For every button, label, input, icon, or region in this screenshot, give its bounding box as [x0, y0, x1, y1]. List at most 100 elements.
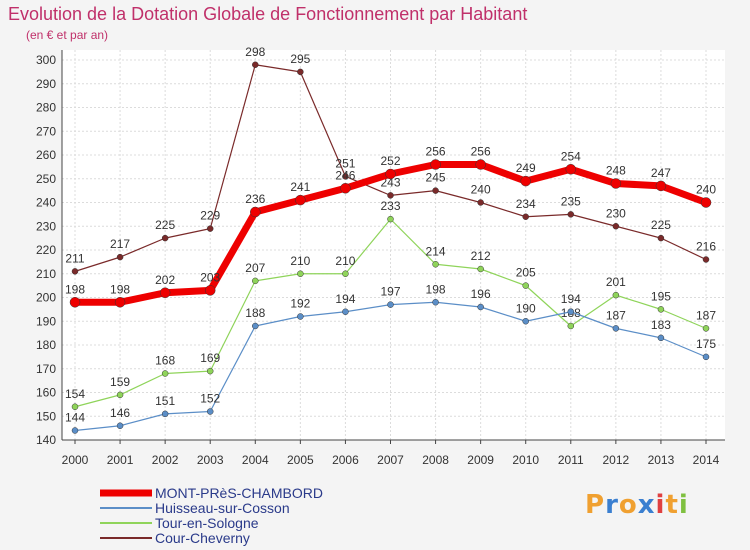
data-point-cour-cheverny	[612, 223, 620, 230]
data-label-huisseau-sur-cosson: 198	[426, 282, 446, 296]
data-point-tour-en-sologne	[567, 322, 575, 330]
data-point-huisseau-sur-cosson	[161, 410, 169, 418]
data-point-huisseau-sur-cosson	[612, 325, 620, 332]
data-label-mont-pr-s-chambord: 252	[380, 154, 400, 168]
data-point-tour-en-sologne	[657, 306, 665, 313]
x-tick-label: 2004	[242, 453, 269, 467]
data-point-tour-en-sologne	[161, 370, 169, 377]
data-label-mont-pr-s-chambord: 241	[290, 180, 310, 194]
data-point-tour-en-sologne	[206, 367, 214, 375]
y-tick-label: 250	[36, 172, 56, 186]
data-label-huisseau-sur-cosson: 188	[245, 306, 265, 320]
data-label-tour-en-sologne: 169	[200, 351, 220, 365]
data-point-huisseau-sur-cosson	[477, 303, 484, 311]
data-label-mont-pr-s-chambord: 256	[426, 145, 446, 159]
data-point-huisseau-sur-cosson	[116, 422, 124, 429]
data-point-mont-pr-s-chambord	[565, 164, 577, 175]
data-point-huisseau-sur-cosson	[206, 408, 214, 415]
data-point-tour-en-sologne	[71, 403, 79, 410]
data-label-cour-cheverny: 217	[110, 237, 130, 251]
data-label-tour-en-sologne: 210	[335, 254, 355, 268]
x-tick-label: 2002	[152, 453, 179, 467]
data-label-mont-pr-s-chambord: 249	[516, 161, 536, 175]
data-point-mont-pr-s-chambord	[520, 175, 531, 187]
data-point-tour-en-sologne	[522, 282, 529, 289]
legend-label: MONT-PRèS-CHAMBORD	[155, 485, 323, 501]
data-point-tour-en-sologne	[252, 277, 259, 285]
data-label-cour-cheverny: 229	[200, 209, 220, 223]
y-tick-label: 270	[36, 124, 56, 138]
x-tick-label: 2011	[558, 453, 584, 467]
data-label-huisseau-sur-cosson: 144	[65, 411, 85, 425]
y-tick-label: 280	[36, 101, 56, 115]
logo-letter: i	[678, 490, 689, 520]
logo-letter: r	[605, 490, 619, 520]
data-point-huisseau-sur-cosson	[432, 299, 439, 306]
data-point-tour-en-sologne	[702, 325, 710, 332]
data-point-cour-cheverny	[71, 268, 79, 275]
data-label-mont-pr-s-chambord: 203	[200, 270, 220, 284]
data-point-cour-cheverny	[252, 61, 259, 68]
logo-letter: t	[665, 490, 679, 520]
data-point-cour-cheverny	[432, 187, 439, 194]
data-point-cour-cheverny	[116, 253, 124, 261]
data-point-tour-en-sologne	[297, 270, 304, 277]
data-label-tour-en-sologne: 195	[651, 289, 671, 303]
x-tick-label: 2006	[332, 453, 359, 467]
proxiti-logo: Proxiti	[585, 490, 689, 520]
data-label-cour-cheverny: 298	[245, 45, 265, 59]
data-label-mont-pr-s-chambord: 198	[110, 282, 130, 296]
data-point-mont-pr-s-chambord	[655, 180, 667, 192]
chart-subtitle: (en € et par an)	[26, 28, 109, 42]
y-tick-label: 200	[36, 291, 56, 305]
x-tick-label: 2007	[377, 453, 404, 467]
y-tick-label: 170	[36, 362, 56, 376]
data-point-mont-pr-s-chambord	[69, 297, 81, 308]
data-label-cour-cheverny: 245	[426, 171, 446, 185]
data-label-mont-pr-s-chambord: 202	[155, 273, 175, 287]
logo-letter: o	[618, 490, 638, 520]
data-label-cour-cheverny: 216	[696, 240, 716, 254]
y-tick-label: 150	[36, 409, 56, 423]
data-label-cour-cheverny: 240	[471, 183, 491, 197]
data-point-mont-pr-s-chambord	[430, 159, 441, 170]
data-point-huisseau-sur-cosson	[252, 322, 259, 330]
data-point-tour-en-sologne	[116, 391, 124, 399]
data-point-cour-cheverny	[522, 213, 529, 220]
data-point-cour-cheverny	[657, 234, 665, 242]
x-tick-label: 2010	[512, 453, 539, 467]
data-point-huisseau-sur-cosson	[342, 308, 349, 315]
data-point-mont-pr-s-chambord	[204, 285, 216, 296]
data-point-cour-cheverny	[342, 173, 349, 180]
data-label-cour-cheverny: 211	[65, 251, 84, 265]
x-tick-label: 2005	[287, 453, 314, 467]
data-point-huisseau-sur-cosson	[71, 427, 79, 434]
data-label-cour-cheverny: 225	[155, 218, 175, 232]
y-tick-label: 140	[36, 433, 56, 447]
y-tick-label: 230	[36, 219, 56, 233]
data-label-huisseau-sur-cosson: 187	[606, 308, 626, 322]
data-point-mont-pr-s-chambord	[295, 194, 306, 206]
data-point-mont-pr-s-chambord	[610, 178, 622, 189]
data-label-huisseau-sur-cosson: 151	[155, 394, 175, 408]
y-tick-label: 290	[36, 77, 56, 91]
data-label-huisseau-sur-cosson: 194	[335, 292, 355, 306]
data-label-mont-pr-s-chambord: 240	[696, 183, 716, 197]
data-point-tour-en-sologne	[432, 261, 439, 268]
data-point-huisseau-sur-cosson	[567, 308, 575, 315]
y-tick-label: 220	[36, 243, 56, 257]
data-point-huisseau-sur-cosson	[702, 353, 710, 361]
data-point-mont-pr-s-chambord	[385, 168, 396, 180]
x-tick-label: 2000	[62, 453, 89, 467]
data-label-tour-en-sologne: 207	[245, 261, 265, 275]
data-point-cour-cheverny	[297, 68, 304, 76]
data-label-tour-en-sologne: 168	[155, 354, 175, 368]
data-point-cour-cheverny	[702, 256, 710, 263]
data-label-mont-pr-s-chambord: 247	[651, 166, 671, 180]
data-point-mont-pr-s-chambord	[159, 287, 171, 298]
data-label-mont-pr-s-chambord: 198	[65, 282, 85, 296]
data-label-huisseau-sur-cosson: 183	[651, 318, 671, 332]
y-tick-label: 160	[36, 386, 56, 400]
plot-area	[62, 50, 725, 440]
